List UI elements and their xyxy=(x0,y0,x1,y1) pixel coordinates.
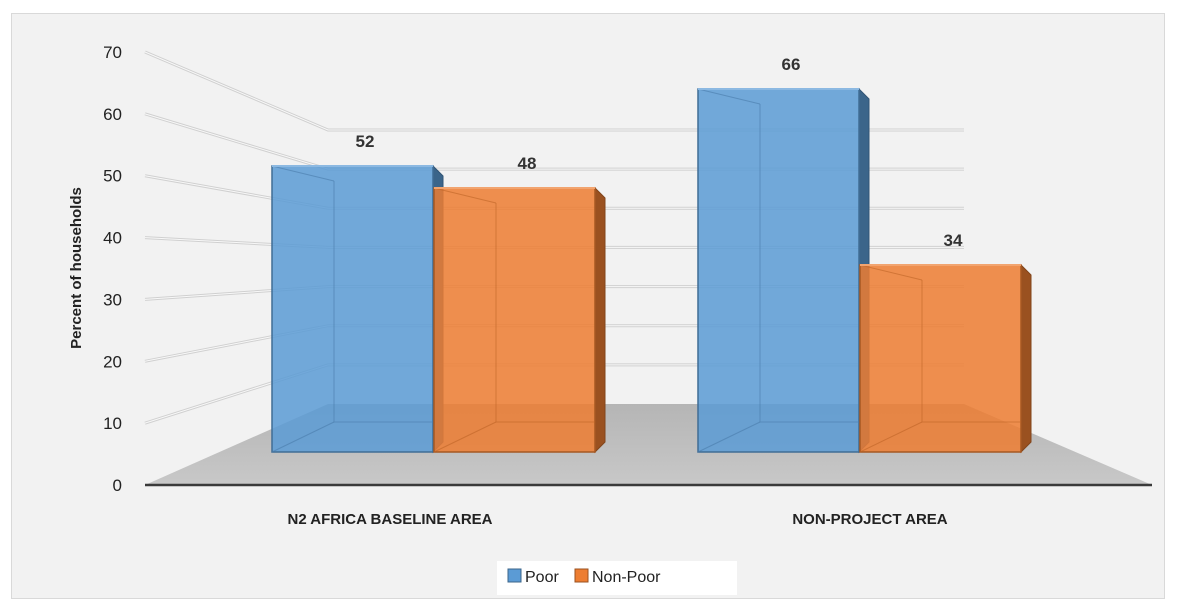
y-tick-label: 20 xyxy=(103,352,122,371)
data-label: 66 xyxy=(782,55,801,74)
y-tick-label: 50 xyxy=(103,167,122,186)
data-label: 48 xyxy=(518,154,537,173)
labels-layer: 0 10 20 30 40 50 60 70 52 66 48 34 N2 AFRICA BASELIN… xyxy=(68,43,963,528)
x-category-label: N2 AFRICA BASELINE AREA xyxy=(287,511,492,528)
bar-poor-non-project-area xyxy=(697,87,870,454)
bar-poor-n2-africa-baseline-area xyxy=(271,164,444,454)
bar-non-poor-non-project-area xyxy=(859,263,1032,454)
legend-item-poor: Poor xyxy=(507,568,559,586)
data-label: 34 xyxy=(944,231,963,250)
x-category-label: NON-PROJECT AREA xyxy=(792,511,947,528)
legend-layer: Poor Non-Poor xyxy=(497,561,737,595)
y-tick-label: 40 xyxy=(103,229,122,248)
y-tick-label: 60 xyxy=(103,105,122,124)
legend-label: Non-Poor xyxy=(592,569,661,586)
legend-swatch xyxy=(507,568,522,583)
y-tick-label: 70 xyxy=(103,43,122,62)
bars-layer xyxy=(271,87,1032,454)
bar-non-poor-n2-africa-baseline-area xyxy=(433,186,606,454)
legend-swatch xyxy=(574,568,589,583)
y-tick-label: 10 xyxy=(103,414,122,433)
y-tick-label: 30 xyxy=(103,290,122,309)
data-label: 52 xyxy=(356,132,375,151)
legend-box xyxy=(497,561,737,595)
y-tick-label: 0 xyxy=(113,476,122,495)
legend-item-non-poor: Non-Poor xyxy=(574,568,661,586)
legend-label: Poor xyxy=(525,569,559,586)
y-axis-title: Percent of households xyxy=(68,187,85,349)
